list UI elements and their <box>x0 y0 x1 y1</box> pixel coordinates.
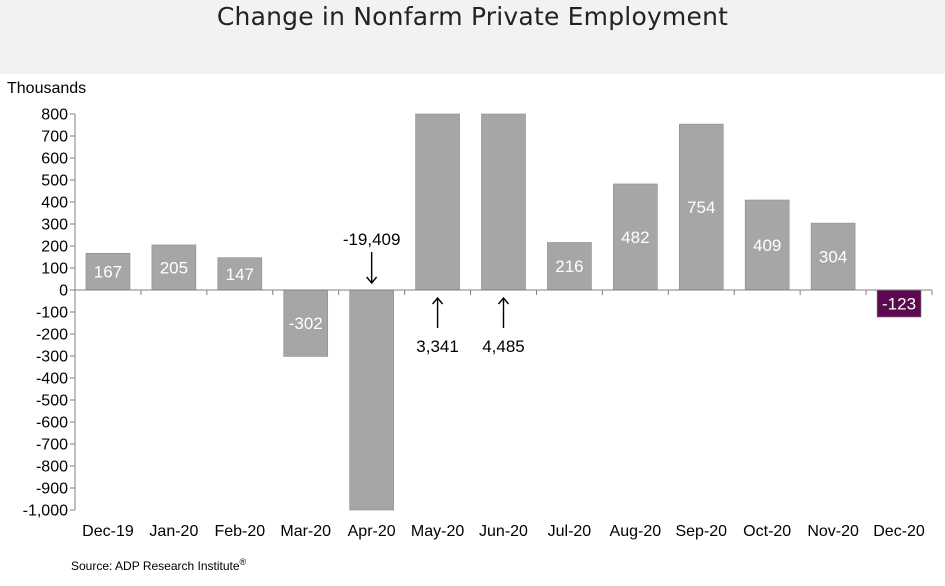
y-tick-label: -300 <box>36 349 68 366</box>
up-arrow-icon <box>497 296 510 328</box>
bar-data-label: -302 <box>289 314 323 333</box>
y-tick-label: -1,000 <box>23 503 68 520</box>
x-tick-label: Feb-20 <box>214 523 265 540</box>
bar-aug-20 <box>613 183 658 291</box>
x-axis-ticks: Dec-19 Jan-20 Feb-20 Mar-20 Apr-20 May-20 Jun-… <box>74 290 933 540</box>
bar-sep-20 <box>678 123 724 291</box>
y-tick-label: 700 <box>41 129 68 146</box>
bar-oct-20 <box>744 199 790 291</box>
bar-data-label: 482 <box>621 228 649 247</box>
y-tick-label: -900 <box>36 481 68 498</box>
bar-data-label: 205 <box>160 258 188 277</box>
chart-container: Thousands 800 700 600 500 400 300 200 100 0 -100 -… <box>0 74 945 581</box>
registered-mark: ® <box>240 557 247 567</box>
annotation-label: -19,409 <box>343 230 401 249</box>
bar-mar-20 <box>283 289 329 357</box>
bar-jun-20 <box>481 113 526 291</box>
y-tick-label: 300 <box>41 217 68 234</box>
x-tick-label: Dec-19 <box>82 523 134 540</box>
annotation-label: 3,341 <box>416 337 459 356</box>
bar-data-label: 409 <box>753 236 781 255</box>
bar-nov-20 <box>810 222 856 291</box>
annotation-label: 4,485 <box>482 337 525 356</box>
bar-may-20 <box>415 113 460 291</box>
y-tick-label: 100 <box>41 261 68 278</box>
x-tick-label: Jul-20 <box>548 523 592 540</box>
bar-data-label: 304 <box>819 248 847 267</box>
y-tick-label: 500 <box>41 173 68 190</box>
x-tick-label: Aug-20 <box>610 523 662 540</box>
y-tick-label: 600 <box>41 151 68 168</box>
x-tick-label: Apr-20 <box>348 523 396 540</box>
source-note: Source: ADP Research Institute® <box>71 557 247 573</box>
y-axis-label: Thousands <box>7 80 86 97</box>
bar-data-labels: 167 205 147 -302 216 482 754 409 304 -123 <box>94 198 916 333</box>
x-tick-label: May-20 <box>411 523 464 540</box>
bar-data-label: 147 <box>226 265 254 284</box>
bar-jul-20 <box>547 242 592 291</box>
bar-data-label: -123 <box>882 295 916 314</box>
bar-jan-20 <box>151 244 197 291</box>
page-title: Change in Nonfarm Private Employment <box>216 2 729 31</box>
y-tick-label: -100 <box>36 305 68 322</box>
title-bar: Change in Nonfarm Private Employment <box>0 0 945 74</box>
y-tick-label: -400 <box>36 371 68 388</box>
bar-data-label: 167 <box>94 263 122 282</box>
y-tick-label: -600 <box>36 415 68 432</box>
x-tick-label: Dec-20 <box>873 523 925 540</box>
x-tick-label: Mar-20 <box>280 523 331 540</box>
bar-data-label: 216 <box>555 257 583 276</box>
bar-data-label: 754 <box>687 198 715 217</box>
source-text: Source: ADP Research Institute <box>71 559 240 573</box>
down-arrow-icon <box>366 252 378 285</box>
y-tick-label: 0 <box>59 283 68 300</box>
x-tick-label: Sep-20 <box>675 523 727 540</box>
y-tick-label: 400 <box>41 195 68 212</box>
x-tick-label: Oct-20 <box>743 523 791 540</box>
y-tick-label: -500 <box>36 393 68 410</box>
y-tick-label: 200 <box>41 239 68 256</box>
x-tick-label: Jan-20 <box>149 523 198 540</box>
x-tick-label: Jun-20 <box>479 523 528 540</box>
y-tick-label: -800 <box>36 459 68 476</box>
up-arrow-icon <box>432 296 444 328</box>
y-tick-label: 800 <box>41 107 68 124</box>
bar-chart: Thousands 800 700 600 500 400 300 200 100 0 -100 -… <box>7 80 933 573</box>
y-tick-label: -200 <box>36 327 68 344</box>
bar-feb-20 <box>217 257 263 291</box>
bar-dec-20 <box>876 289 922 318</box>
bar-dec-19 <box>85 252 131 291</box>
bar-apr-20 <box>349 289 394 511</box>
y-axis-ticks: 800 700 600 500 400 300 200 100 0 -100 -200 -300 -40… <box>23 107 75 520</box>
annotations: -19,409 3,341 4,485 <box>343 230 525 356</box>
bars <box>85 113 922 511</box>
x-tick-label: Nov-20 <box>807 523 859 540</box>
y-tick-label: -700 <box>36 437 68 454</box>
